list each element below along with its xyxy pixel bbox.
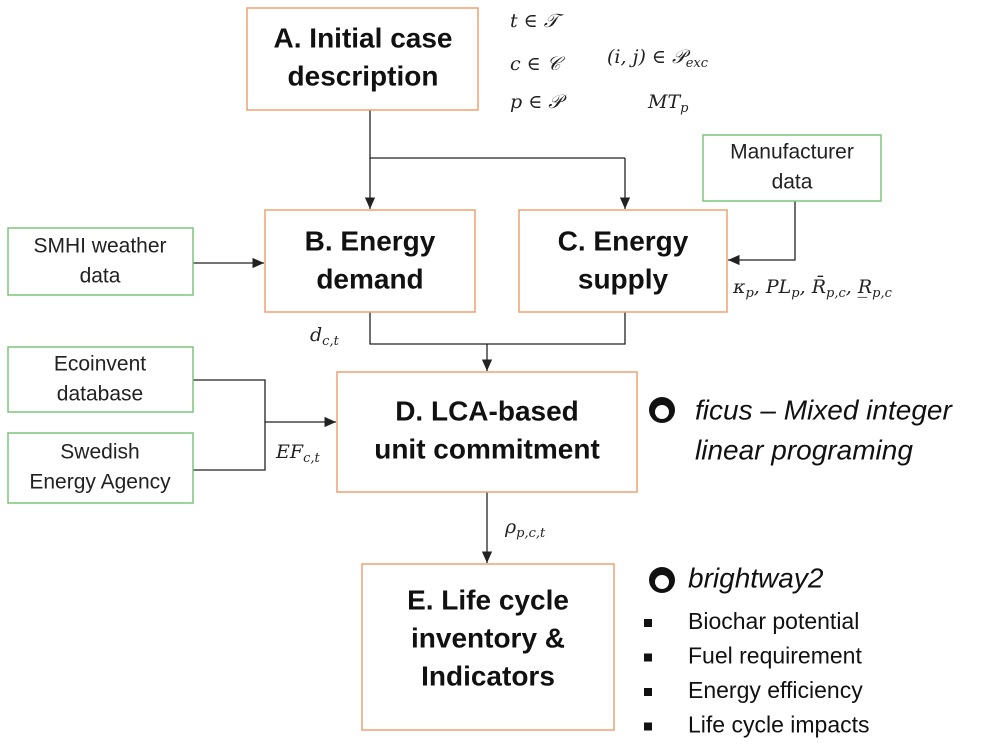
box-label: demand bbox=[316, 263, 423, 294]
input-smhi bbox=[7, 227, 194, 296]
box-label: E. Life cycle bbox=[407, 584, 569, 615]
math-sub: c,t bbox=[303, 451, 320, 466]
math-sub: p,c bbox=[872, 286, 892, 301]
input-ecoinvent bbox=[7, 346, 194, 413]
math-sub: p,c,t bbox=[516, 526, 546, 541]
flow-ef: EFc,t​ bbox=[275, 441, 320, 466]
box-label: B. Energy bbox=[305, 225, 436, 256]
box-b bbox=[264, 209, 476, 313]
bullet-marks bbox=[644, 619, 652, 731]
flow-rho: ρp,c,t​ bbox=[504, 516, 546, 541]
math-sub: p bbox=[745, 286, 754, 301]
box-label: description bbox=[288, 60, 439, 91]
math-sub: p bbox=[791, 286, 800, 301]
set-t: t ∈ 𝒯 bbox=[510, 10, 564, 32]
box-label: A. Initial case bbox=[274, 22, 453, 53]
flow-demand: dc,t​ bbox=[310, 324, 340, 349]
box-e bbox=[361, 563, 615, 731]
math-sub: c,t bbox=[322, 334, 339, 349]
set-p: p ∈ 𝒫 bbox=[510, 91, 567, 113]
box-label: inventory & bbox=[411, 622, 565, 653]
bullet-text: Fuel requirement bbox=[688, 643, 862, 669]
input-label: data bbox=[772, 171, 813, 194]
connectors bbox=[193, 110, 796, 563]
input-label: Swedish bbox=[60, 441, 139, 464]
bullet-mark bbox=[644, 653, 652, 662]
math-sub: p bbox=[680, 101, 689, 116]
box-c bbox=[518, 209, 728, 313]
math-base: MT bbox=[647, 91, 681, 113]
math-sub: exc bbox=[686, 56, 709, 71]
tool-label: ficus – Mixed integer bbox=[695, 394, 953, 425]
math-base: , PL bbox=[754, 276, 791, 298]
math-base: , R̲ bbox=[846, 276, 872, 298]
input-label: Ecoinvent bbox=[54, 353, 146, 376]
box-label: D. LCA-based bbox=[395, 395, 579, 426]
input-label: SMHI weather bbox=[33, 235, 166, 258]
github-icon bbox=[649, 397, 675, 593]
input-label: Manufacturer bbox=[730, 141, 854, 164]
tool-label: linear programing bbox=[695, 434, 913, 465]
input-manufacturer bbox=[702, 134, 882, 202]
set-mt: MTp​ bbox=[647, 91, 689, 116]
math-base: EF bbox=[275, 441, 304, 463]
bullet-mark bbox=[644, 688, 652, 696]
input-label: data bbox=[80, 265, 121, 288]
box-a bbox=[246, 7, 479, 111]
bullet-mark bbox=[644, 619, 652, 627]
math-base: d bbox=[310, 324, 322, 346]
box-label: Indicators bbox=[421, 660, 555, 691]
input-sea bbox=[7, 432, 194, 504]
math-base: (i, j) ∈ 𝒫 bbox=[607, 46, 691, 68]
math-base: ρ bbox=[504, 516, 517, 538]
box-d bbox=[336, 371, 638, 493]
set-exc: (i, j) ∈ 𝒫exc​ bbox=[607, 46, 709, 71]
input-label: Energy Agency bbox=[29, 471, 171, 494]
math-sub: p,c bbox=[826, 286, 846, 301]
box-label: C. Energy bbox=[558, 225, 689, 256]
math-base: κ bbox=[732, 276, 746, 298]
flow-params: κp​, PLp​, R̄p,c​, R̲p,c​ bbox=[732, 275, 893, 301]
bullet-mark bbox=[644, 722, 652, 731]
tool-label: brightway2 bbox=[688, 562, 824, 593]
bullet-text: Life cycle impacts bbox=[688, 712, 870, 738]
math-base: , R̄ bbox=[800, 275, 826, 298]
box-label: supply bbox=[578, 263, 669, 294]
bullet-text: Biochar potential bbox=[688, 608, 859, 634]
set-c: c ∈ 𝒞 bbox=[510, 53, 566, 75]
box-label: unit commitment bbox=[374, 433, 600, 464]
bullet-text: Energy efficiency bbox=[688, 677, 863, 703]
input-label: database bbox=[57, 383, 143, 406]
